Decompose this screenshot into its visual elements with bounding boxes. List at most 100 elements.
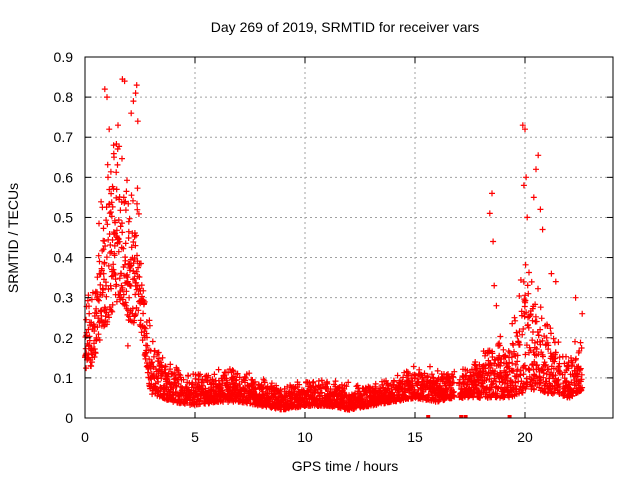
data-point-outlier: [524, 214, 531, 221]
data-point: [119, 229, 126, 236]
data-point: [451, 393, 458, 400]
data-point: [233, 376, 240, 383]
x-tick-label: 5: [191, 429, 199, 445]
data-point: [148, 381, 155, 388]
data-point: [535, 365, 542, 372]
data-point-outlier: [133, 82, 140, 89]
data-point: [125, 228, 132, 235]
data-point: [109, 301, 116, 308]
data-point: [520, 371, 527, 378]
data-point: [343, 383, 350, 390]
data-point: [552, 349, 559, 356]
data-point: [103, 217, 110, 224]
data-point: [451, 368, 458, 375]
data-point: [133, 268, 140, 275]
data-point-outlier: [491, 282, 498, 289]
data-point: [550, 335, 557, 342]
data-point: [105, 262, 112, 269]
data-point: [126, 294, 133, 301]
y-tick-label: 0.9: [54, 49, 74, 65]
data-point: [112, 219, 119, 226]
data-point: [522, 297, 529, 304]
data-point: [215, 366, 222, 373]
baseline-marker: [463, 415, 468, 418]
data-point: [414, 390, 421, 397]
data-point: [530, 349, 537, 355]
data-point: [191, 384, 197, 391]
data-point: [91, 354, 98, 360]
data-point: [96, 220, 102, 227]
data-point: [112, 276, 119, 283]
data-point: [115, 248, 122, 255]
data-point: [242, 375, 249, 381]
data-point: [577, 339, 584, 346]
data-point-outlier: [106, 126, 113, 133]
data-point: [573, 355, 579, 362]
data-point: [106, 210, 113, 217]
data-point: [123, 288, 130, 295]
data-point: [100, 225, 107, 232]
data-point: [96, 258, 103, 265]
data-point: [172, 389, 179, 395]
data-point: [472, 362, 479, 369]
data-point: [102, 313, 109, 320]
data-point: [83, 365, 90, 372]
data-point: [528, 278, 535, 285]
data-point: [520, 326, 527, 332]
data-point: [138, 260, 144, 267]
data-point: [94, 324, 101, 331]
data-point: [108, 213, 115, 220]
data-point: [497, 333, 504, 340]
data-point: [128, 244, 135, 251]
data-point: [133, 286, 140, 293]
data-point: [124, 177, 130, 184]
data-point: [539, 366, 546, 373]
data-point: [130, 197, 136, 204]
data-point: [489, 350, 496, 357]
data-point: [520, 380, 527, 387]
data-point: [130, 239, 137, 245]
data-point: [205, 372, 212, 379]
data-point: [379, 381, 386, 388]
data-point: [175, 367, 182, 374]
data-point-outlier: [104, 94, 110, 101]
data-point: [492, 368, 498, 375]
data-point: [514, 352, 521, 359]
x-tick-label: 20: [517, 429, 533, 445]
data-point: [509, 360, 516, 367]
data-point: [134, 185, 141, 192]
data-point: [496, 342, 503, 349]
data-point: [92, 350, 99, 357]
data-point: [108, 190, 115, 197]
data-point: [83, 316, 90, 323]
data-point: [126, 313, 133, 320]
data-point: [517, 372, 524, 379]
data-point: [125, 235, 132, 241]
data-point: [252, 378, 258, 385]
data-point: [496, 352, 503, 359]
data-point: [540, 353, 546, 360]
data-point: [537, 380, 544, 387]
data-point: [119, 220, 125, 227]
data-point: [130, 260, 137, 267]
data-point: [109, 237, 116, 243]
x-tick-label: 15: [407, 429, 423, 445]
data-point: [545, 366, 552, 373]
data-point: [101, 259, 108, 266]
data-point: [100, 286, 106, 293]
data-point: [100, 270, 107, 277]
data-point: [569, 392, 576, 399]
data-point: [226, 366, 233, 373]
data-point-outlier: [128, 110, 135, 117]
data-point: [500, 346, 507, 353]
data-point: [101, 238, 108, 244]
data-point: [565, 365, 572, 372]
data-point-outlier: [523, 174, 530, 181]
data-point: [93, 336, 100, 343]
data-point: [416, 366, 423, 373]
data-point: [522, 292, 529, 299]
data-point-outlier: [132, 90, 139, 97]
data-point: [535, 332, 542, 339]
data-point: [427, 363, 433, 370]
data-point: [480, 383, 487, 390]
